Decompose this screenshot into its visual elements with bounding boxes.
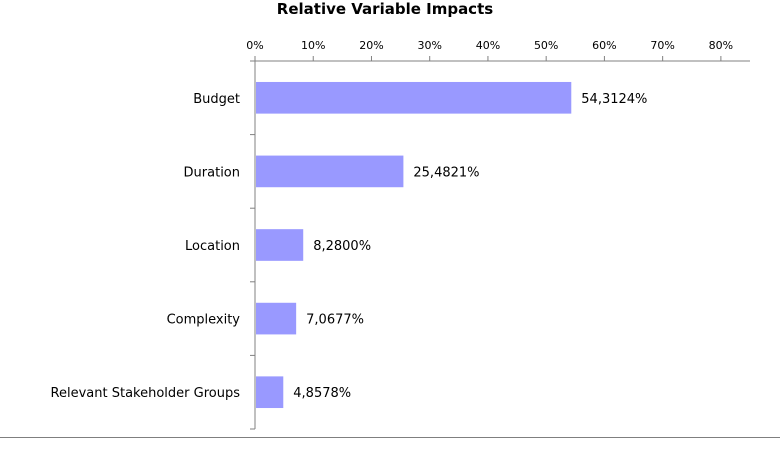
bar [256,302,297,335]
bars-group [256,81,572,409]
x-axis: 0% 10% 20% 30% 40% 50% 60% 70% 80% [246,39,750,62]
chart-title: Relative Variable Impacts [277,0,493,18]
y-axis [250,60,256,430]
bar [256,376,284,409]
bar [256,81,572,114]
x-tick-label: 70% [650,39,674,52]
x-tick-label: 50% [534,39,558,52]
data-label: 4,8578% [293,386,351,401]
category-label: Location [185,239,240,254]
category-label: Relevant Stakeholder Groups [51,386,241,401]
bar [256,229,304,261]
data-label: 7,0677% [306,313,364,328]
data-label: 25,4821% [413,165,479,180]
bar [256,155,404,188]
x-tick-label: 40% [476,39,500,52]
category-label: Complexity [167,313,241,328]
category-labels: Budget Duration Location Complexity Relevant… [51,92,241,401]
x-tick-label: 0% [246,39,263,52]
data-label: 8,2800% [313,239,371,254]
x-tick-label: 80% [709,39,733,52]
x-tick-label: 30% [417,39,441,52]
category-label: Budget [193,92,240,107]
bottom-divider [0,437,780,438]
value-labels: 54,3124% 25,4821% 8,2800% 7,0677% 4,8578% [293,92,647,401]
x-tick-label: 60% [592,39,616,52]
category-label: Duration [184,165,240,180]
x-tick-label: 20% [359,39,383,52]
data-label: 54,3124% [581,92,647,107]
x-tick-label: 10% [301,39,325,52]
